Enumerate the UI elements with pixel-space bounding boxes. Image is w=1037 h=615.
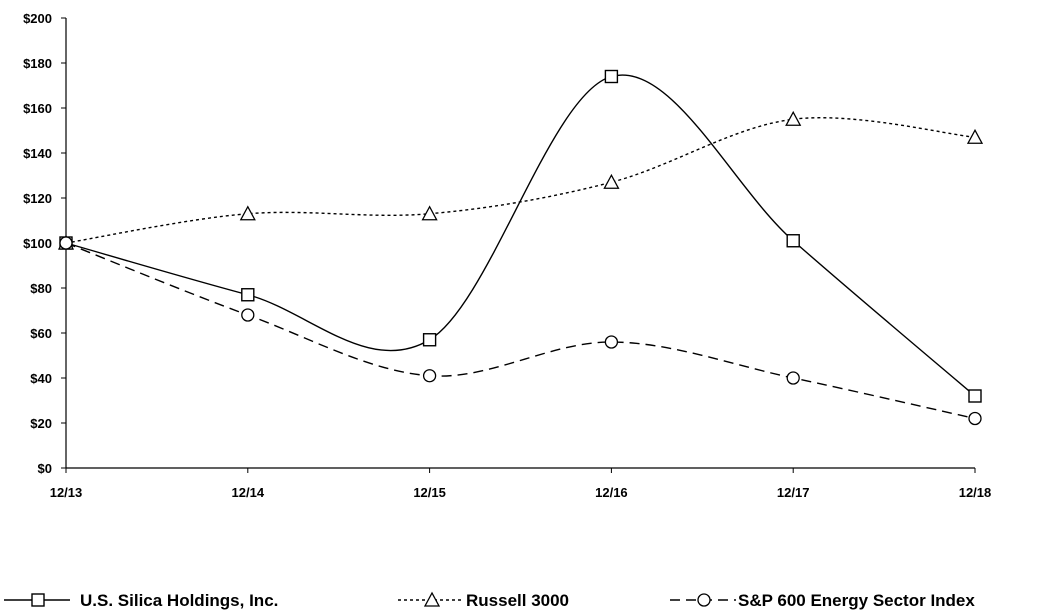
x-tick-label: 12/18: [959, 485, 992, 500]
data-point-circle: [422, 369, 437, 383]
x-tick-label: 12/15: [413, 485, 446, 500]
series-line: [65, 117, 976, 244]
legend-swatch-marker: [31, 593, 45, 607]
data-point-circle: [59, 236, 73, 250]
y-tick-label: $0: [38, 461, 52, 476]
series-1: [57, 110, 984, 250]
data-point-circle: [968, 411, 982, 426]
chart-legend: U.S. Silica Holdings, Inc. Russell 3000 S&…: [4, 591, 975, 610]
chart-series: [57, 69, 984, 426]
y-tick-label: $100: [23, 236, 52, 251]
chart-axes: [65, 18, 975, 469]
y-tick-label: $20: [30, 416, 52, 431]
legend-label: S&P 600 Energy Sector Index: [738, 591, 975, 610]
y-tick-label: $60: [30, 326, 52, 341]
legend-item-2: S&P 600 Energy Sector Index: [670, 591, 975, 610]
data-point-triangle: [966, 128, 984, 144]
legend-item-1: Russell 3000: [398, 591, 569, 610]
x-tick-label: 12/17: [777, 485, 810, 500]
legend-label: U.S. Silica Holdings, Inc.: [80, 591, 278, 610]
data-point-triangle: [239, 205, 256, 221]
legend-label: Russell 3000: [466, 591, 569, 610]
data-point-circle: [786, 371, 800, 385]
x-tick-label: 12/13: [50, 485, 83, 500]
data-point-circle: [604, 335, 619, 349]
y-tick-label: $120: [23, 191, 52, 206]
data-point-square: [241, 288, 255, 302]
y-tick-label: $180: [23, 56, 52, 71]
data-point-square: [604, 69, 619, 84]
data-point-square: [968, 389, 982, 403]
y-tick-label: $140: [23, 146, 52, 161]
y-tick-label: $160: [23, 101, 52, 116]
y-axis-tick-labels: $0 $20 $40 $60 $80 $100 $120 $140 $160 $180 $200: [23, 11, 66, 476]
y-tick-label: $200: [23, 11, 52, 26]
legend-swatch-marker: [697, 593, 711, 607]
x-tick-label: 12/14: [232, 485, 265, 500]
y-tick-label: $80: [30, 281, 52, 296]
series-line: [65, 74, 976, 397]
series-line: [65, 242, 976, 420]
x-tick-label: 12/16: [595, 485, 628, 500]
data-point-triangle: [421, 205, 438, 221]
legend-swatch-marker: [423, 591, 441, 607]
series-2: [59, 236, 982, 426]
data-point-triangle: [603, 173, 620, 189]
series-0: [59, 69, 982, 403]
data-point-circle: [241, 308, 255, 322]
y-tick-label: $40: [30, 371, 52, 386]
data-point-triangle: [785, 110, 802, 126]
data-point-square: [422, 333, 437, 347]
legend-item-0: U.S. Silica Holdings, Inc.: [4, 591, 278, 610]
data-point-square: [786, 234, 800, 248]
x-axis-tick-labels: 12/13 12/14 12/15 12/16 12/17 12/18: [50, 468, 992, 500]
